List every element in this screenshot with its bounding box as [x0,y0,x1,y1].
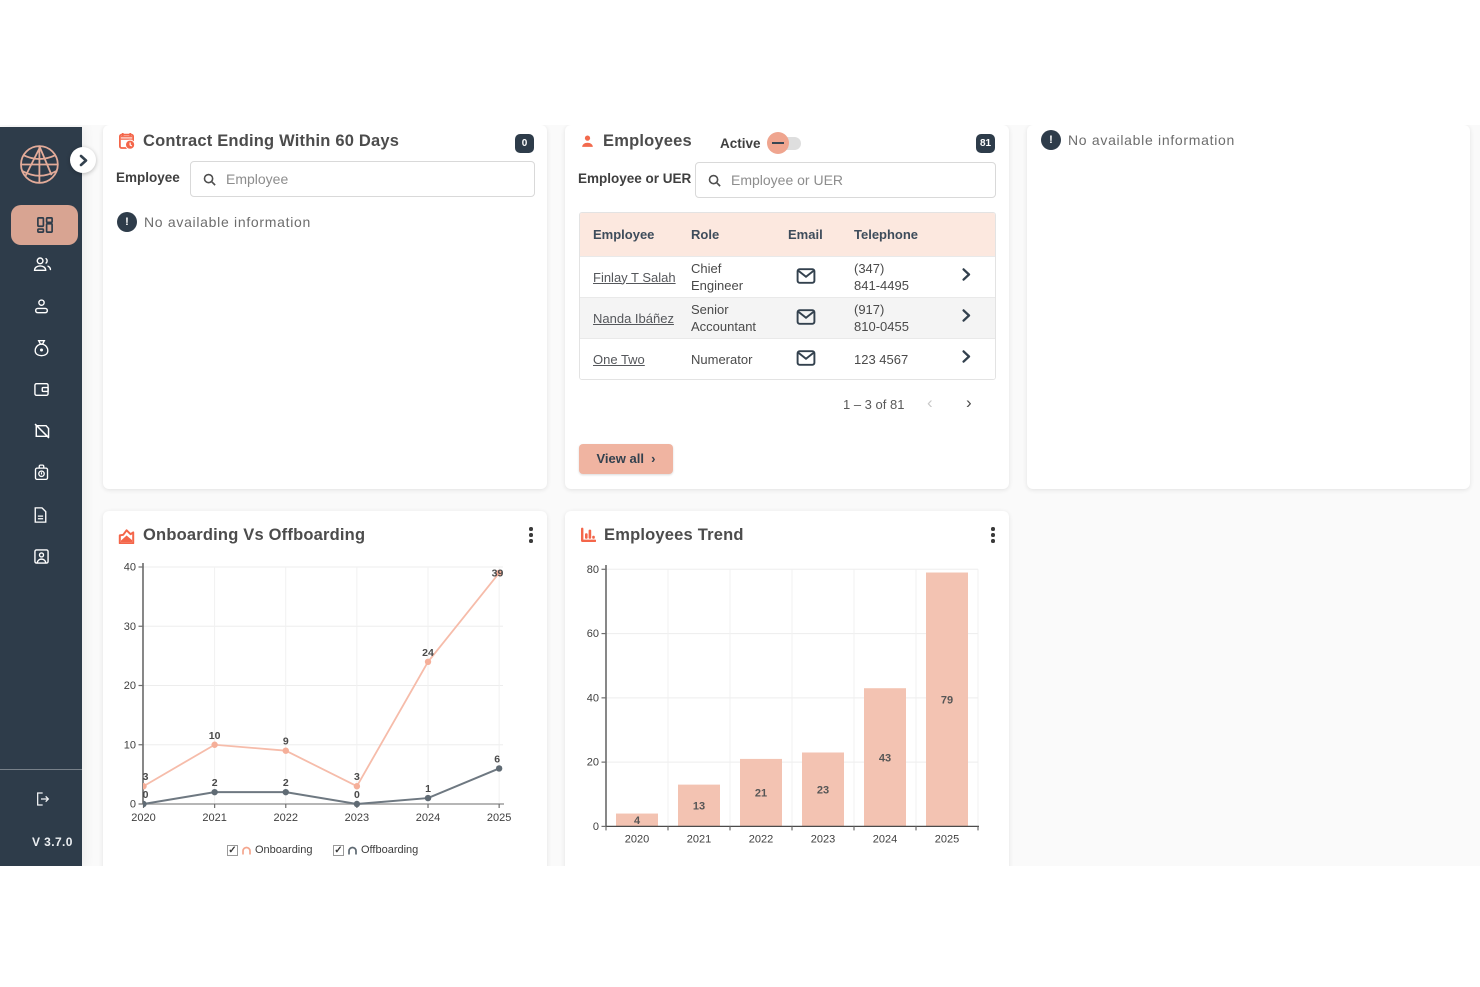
svg-text:79: 79 [941,694,953,706]
svg-text:30: 30 [124,621,136,633]
svg-text:60: 60 [587,628,599,640]
svg-text:10: 10 [124,739,136,751]
svg-text:39: 39 [492,568,504,580]
svg-text:1: 1 [425,783,431,795]
svg-text:2020: 2020 [625,833,649,845]
svg-text:23: 23 [817,784,829,796]
svg-text:24: 24 [422,647,434,659]
svg-text:0: 0 [143,789,149,801]
svg-text:40: 40 [124,562,136,574]
svg-text:2020: 2020 [131,812,155,824]
svg-text:0: 0 [593,821,599,833]
svg-text:13: 13 [693,801,705,813]
svg-text:20: 20 [587,757,599,769]
svg-text:2022: 2022 [749,833,773,845]
svg-text:2025: 2025 [487,812,511,824]
svg-text:2: 2 [212,777,218,789]
svg-text:20: 20 [124,680,136,692]
svg-text:2024: 2024 [873,833,897,845]
svg-text:2021: 2021 [687,833,711,845]
svg-text:2: 2 [283,777,289,789]
svg-text:4: 4 [634,815,641,827]
svg-text:0: 0 [130,799,136,811]
svg-text:21: 21 [755,788,767,800]
svg-text:2023: 2023 [811,833,835,845]
svg-text:2023: 2023 [345,812,369,824]
svg-text:10: 10 [209,730,221,742]
svg-text:2021: 2021 [202,812,226,824]
svg-text:2025: 2025 [935,833,959,845]
svg-text:43: 43 [879,752,891,764]
svg-text:2024: 2024 [416,812,440,824]
svg-text:3: 3 [143,771,149,783]
svg-text:6: 6 [494,753,500,765]
svg-text:0: 0 [354,789,360,801]
svg-text:3: 3 [354,771,360,783]
svg-text:9: 9 [283,736,289,748]
svg-text:40: 40 [587,692,599,704]
svg-text:80: 80 [587,564,599,576]
svg-text:2022: 2022 [274,812,298,824]
